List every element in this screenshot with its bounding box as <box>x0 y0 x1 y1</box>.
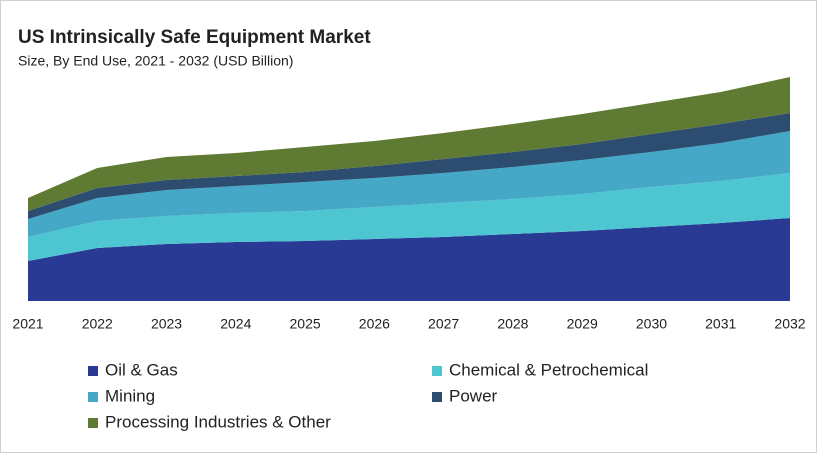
x-tick-label: 2031 <box>705 316 736 332</box>
legend-label: Processing Industries & Other <box>105 412 331 431</box>
legend-swatch <box>88 418 98 428</box>
x-tick-label: 2023 <box>151 316 182 332</box>
legend-swatch <box>88 392 98 402</box>
x-tick-label: 2021 <box>12 316 43 332</box>
legend-swatch <box>432 392 442 402</box>
legend-label: Oil & Gas <box>105 360 178 379</box>
x-tick-label: 2032 <box>774 316 805 332</box>
x-tick-label: 2024 <box>220 316 251 332</box>
area <box>28 131 790 237</box>
x-tick-label: 2025 <box>290 316 321 332</box>
legend-label: Mining <box>105 386 155 405</box>
legend-swatch <box>88 366 98 376</box>
x-tick-label: 2030 <box>636 316 667 332</box>
legend-swatch <box>432 366 442 376</box>
x-tick-label: 2028 <box>497 316 528 332</box>
area <box>28 77 790 211</box>
x-tick-label: 2022 <box>82 316 113 332</box>
area <box>28 173 790 261</box>
legend-label: Power <box>449 386 498 405</box>
area <box>28 218 790 301</box>
legend-label: Chemical & Petrochemical <box>449 360 648 379</box>
x-tick-label: 2026 <box>359 316 390 332</box>
x-tick-label: 2027 <box>428 316 459 332</box>
chart-title: US Intrinsically Safe Equipment Market <box>18 27 371 48</box>
area <box>28 113 790 219</box>
chart-subtitle: Size, By End Use, 2021 - 2032 (USD Billi… <box>18 53 293 69</box>
x-tick-label: 2029 <box>567 316 598 332</box>
